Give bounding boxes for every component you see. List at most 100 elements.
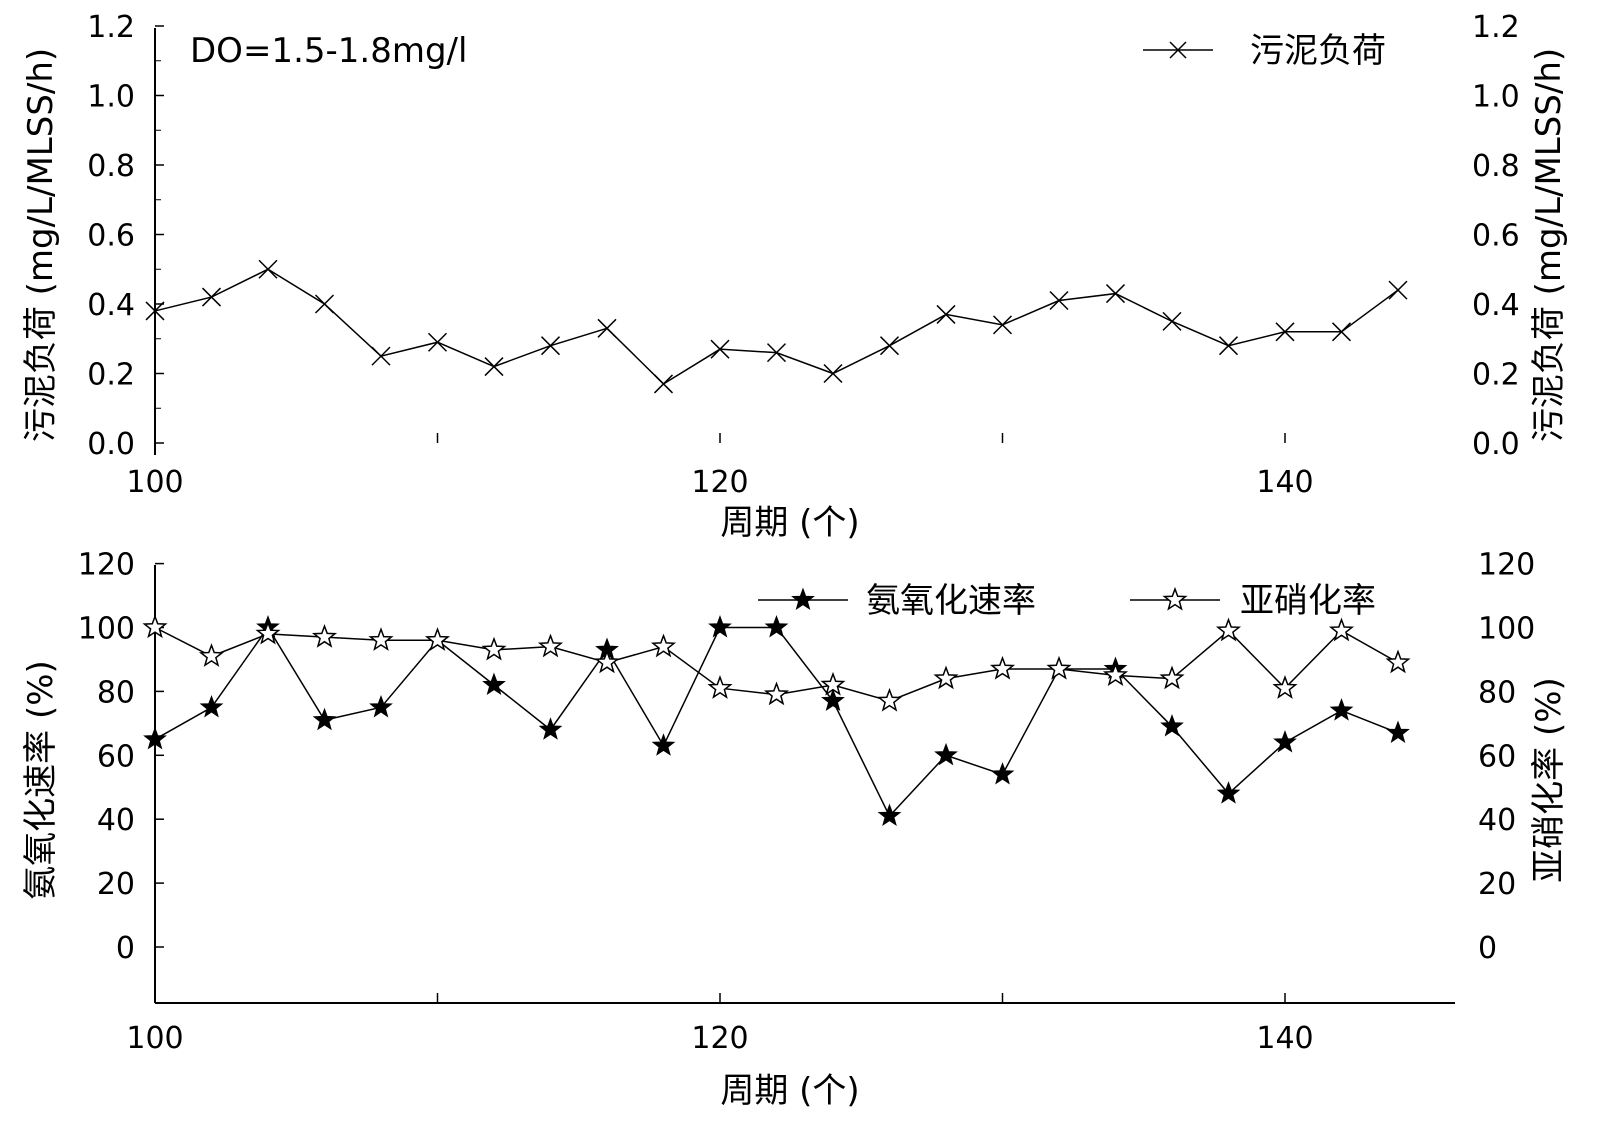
top-y-tick-label-left: 0.4 bbox=[87, 288, 135, 323]
ammonia-oxidation-line bbox=[154, 626, 1399, 818]
top-x-tick-label: 120 bbox=[691, 465, 748, 500]
ammonia-nitrite-chart: 氨氧化速率 亚硝化率 100 120 140 0 20 40 60 80 100 120 0 20… bbox=[21, 548, 1569, 1111]
top-y-tick-label-right: 0.6 bbox=[1472, 219, 1520, 254]
do-annotation: DO=1.5-1.8mg/l bbox=[190, 31, 467, 71]
sludge-load-point bbox=[1275, 322, 1295, 342]
top-legend: 污泥负荷 bbox=[1143, 31, 1386, 71]
nitrite-ratio-point bbox=[707, 675, 733, 699]
bottom-x-label: 周期 (个) bbox=[720, 1071, 859, 1111]
ammonia-oxidation-point bbox=[934, 742, 958, 766]
sludge-load-point bbox=[992, 315, 1013, 335]
ammonia-oxidation-point bbox=[1216, 781, 1241, 804]
legend-marker-x bbox=[1169, 41, 1187, 59]
ammonia-oxidation-point bbox=[1386, 720, 1410, 743]
ammonia-oxidation-point bbox=[990, 762, 1015, 785]
top-y-tick-label-right: 0.8 bbox=[1472, 149, 1520, 184]
bottom-y-tick-label-left: 80 bbox=[97, 675, 135, 710]
nitrite-ratio-point bbox=[368, 627, 394, 651]
top-x-ticks: 100 120 140 bbox=[126, 433, 1314, 500]
top-y-tick-label-left: 0.6 bbox=[87, 219, 135, 254]
sludge-load-point bbox=[371, 346, 391, 366]
sludge-load-point bbox=[1218, 336, 1239, 356]
sludge-load-point bbox=[258, 259, 278, 279]
bottom-y-tick-label-right: 40 bbox=[1478, 803, 1516, 838]
bottom-y-tick-label-left: 40 bbox=[97, 803, 135, 838]
top-y-tick-label-right: 0.2 bbox=[1472, 358, 1520, 393]
bottom-x-tick-label: 100 bbox=[126, 1021, 183, 1056]
top-y-ticks-left: 0.0 0.2 0.4 0.6 0.8 1.0 1.2 bbox=[87, 10, 164, 462]
sludge-load-point bbox=[201, 287, 222, 307]
sludge-load-point bbox=[1388, 280, 1408, 300]
nitrite-ratio-point bbox=[594, 649, 620, 674]
ammonia-oxidation-point bbox=[369, 694, 393, 718]
nitrite-ratio-point bbox=[933, 665, 959, 690]
nitrite-ratio-point bbox=[1046, 655, 1072, 680]
sludge-load-line bbox=[154, 268, 1399, 385]
nitrite-ratio-point bbox=[255, 620, 281, 645]
top-y-tick-label-left: 1.0 bbox=[87, 80, 135, 115]
sludge-load-point bbox=[1331, 322, 1352, 342]
bottom-y-tick-label-left: 20 bbox=[97, 867, 135, 902]
nitrite-ratio-point bbox=[1159, 665, 1185, 690]
sludge-load-point bbox=[1105, 284, 1126, 304]
sludge-load-chart: DO=1.5-1.8mg/l 污泥负荷 100 120 140 0.00.20.40… bbox=[21, 10, 1569, 543]
sludge-load-point bbox=[1049, 290, 1069, 311]
legend-marker-open-star bbox=[1162, 586, 1188, 611]
sludge-load-point bbox=[145, 301, 165, 321]
sludge-load-point bbox=[710, 339, 730, 359]
bottom-y-tick-label-right: 120 bbox=[1478, 548, 1535, 583]
top-y-tick-label-right: 1.2 bbox=[1472, 10, 1520, 45]
sludge-load-point bbox=[314, 294, 335, 314]
top-y-tick-label-left: 1.2 bbox=[87, 10, 135, 45]
top-y-tick-label-right: 1.0 bbox=[1472, 80, 1520, 115]
nitrite-ratio-point bbox=[481, 636, 507, 661]
nitrite-ratio-point bbox=[1272, 675, 1298, 699]
top-x-tick-label: 140 bbox=[1256, 465, 1313, 500]
bottom-x-ticks: 100 120 140 bbox=[126, 993, 1314, 1056]
top-y-ticks-right: 0.0 0.2 0.4 0.6 0.8 1.0 1.2 bbox=[1472, 10, 1520, 462]
nitrite-ratio-point bbox=[311, 623, 338, 648]
bottom-y-tick-label-right: 60 bbox=[1478, 739, 1516, 774]
sludge-load-point bbox=[427, 332, 448, 352]
nitrite-ratio-point bbox=[1102, 662, 1129, 687]
top-y-tick-label-left: 0.0 bbox=[87, 427, 135, 462]
sludge-load-point bbox=[653, 374, 674, 394]
bottom-y-tick-label-left: 100 bbox=[78, 612, 135, 647]
top-x-label: 周期 (个) bbox=[720, 503, 859, 543]
top-y-label-right: 污泥负荷 (mg/L/MLSS/h) bbox=[1529, 48, 1569, 442]
bottom-series bbox=[142, 614, 1411, 827]
nitrite-ratio-point bbox=[763, 681, 790, 706]
nitrite-ratio-point bbox=[820, 671, 846, 696]
top-series bbox=[145, 259, 1408, 394]
bottom-y-tick-label-right: 80 bbox=[1478, 675, 1516, 710]
ammonia-oxidation-point bbox=[143, 726, 167, 750]
top-y-tick-label-left: 0.8 bbox=[87, 149, 135, 184]
nitrite-ratio-point bbox=[1215, 617, 1242, 642]
bottom-y-ticks-right: 0 20 40 60 80 100 120 bbox=[1478, 548, 1535, 966]
bottom-y-tick-label-left: 0 bbox=[116, 931, 135, 966]
ammonia-oxidation-point bbox=[764, 615, 789, 638]
sludge-load-point bbox=[1162, 311, 1182, 331]
nitrite-ratio-point bbox=[650, 633, 677, 658]
top-y-tick-label-left: 0.2 bbox=[87, 358, 135, 393]
sludge-load-point bbox=[484, 357, 504, 377]
bottom-y-tick-label-right: 0 bbox=[1478, 931, 1497, 966]
top-y-tick-label-right: 0.0 bbox=[1472, 427, 1520, 462]
sludge-load-point bbox=[823, 363, 843, 384]
nitrite-ratio-point bbox=[142, 614, 168, 639]
sludge-load-point bbox=[766, 343, 787, 363]
bottom-y-tick-label-right: 100 bbox=[1478, 612, 1535, 647]
nitrite-ratio-point bbox=[989, 655, 1016, 680]
legend-label-sludge: 污泥负荷 bbox=[1250, 31, 1386, 71]
ammonia-oxidation-point bbox=[651, 733, 676, 756]
ammonia-oxidation-point bbox=[538, 717, 563, 740]
ammonia-oxidation-point bbox=[482, 672, 506, 696]
bottom-legend: 氨氧化速率 亚硝化率 bbox=[758, 581, 1376, 621]
legend-marker-filled-star bbox=[791, 587, 815, 611]
top-y-tick-label-right: 0.4 bbox=[1472, 288, 1520, 323]
bottom-x-tick-label: 140 bbox=[1256, 1021, 1313, 1056]
ammonia-oxidation-point bbox=[312, 707, 337, 731]
nitrite-ratio-point bbox=[876, 687, 903, 712]
sludge-load-point bbox=[879, 336, 900, 356]
